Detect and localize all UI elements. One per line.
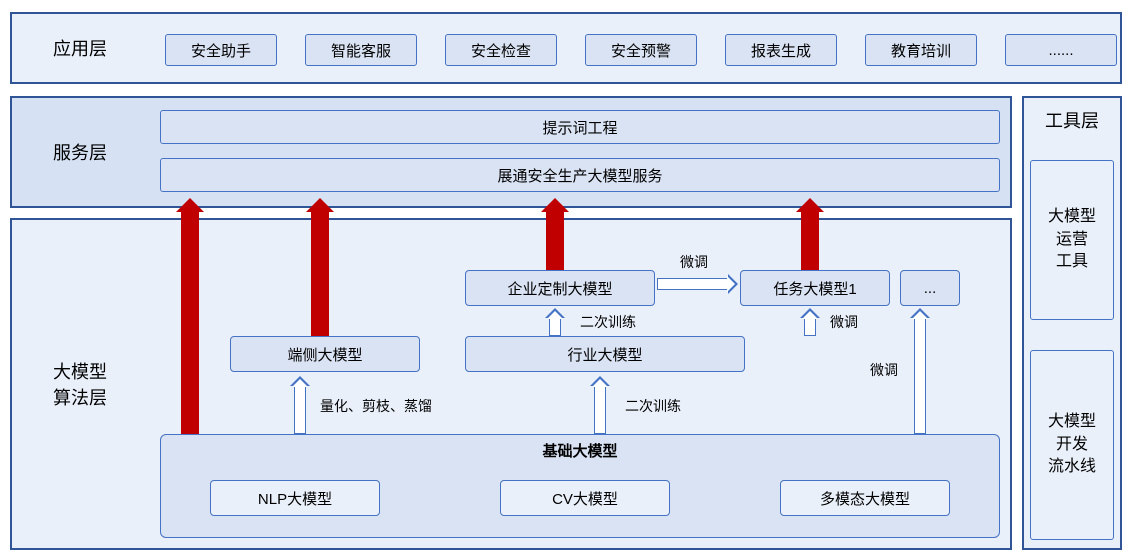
algo-box-enterprise: 企业定制大模型 (465, 270, 655, 306)
tool-box: 大模型 开发 流水线 (1030, 350, 1114, 540)
red-arrow (796, 198, 824, 270)
app-pill: ...... (1005, 34, 1117, 66)
edge-label: 二次训练 (625, 396, 681, 416)
app-pill: 安全助手 (165, 34, 277, 66)
algo-box-industry: 行业大模型 (465, 336, 745, 372)
layer-label-algorithm: 大模型 算法层 (30, 218, 130, 550)
hollow-arrow-up (910, 308, 930, 434)
hollow-arrow-up (290, 376, 310, 434)
app-pill: 智能客服 (305, 34, 417, 66)
service-bar: 提示词工程 (160, 110, 1000, 144)
service-bar: 展通安全生产大模型服务 (160, 158, 1000, 192)
foundation-sub: NLP大模型 (210, 480, 380, 516)
edge-label: 微调 (680, 252, 708, 272)
app-pill: 教育培训 (865, 34, 977, 66)
algo-box-edge_model: 端侧大模型 (230, 336, 420, 372)
app-pill: 安全预警 (585, 34, 697, 66)
layer-label-application: 应用层 (30, 12, 130, 84)
red-arrow (176, 198, 204, 434)
edge-label: 微调 (870, 360, 898, 380)
hollow-arrow-up (800, 308, 820, 336)
tool-box: 大模型 运营 工具 (1030, 160, 1114, 320)
edge-label: 量化、剪枝、蒸馏 (320, 396, 432, 416)
edge-label: 二次训练 (580, 312, 636, 332)
hollow-arrow-up (545, 308, 565, 336)
algo-box-task1: 任务大模型1 (740, 270, 890, 306)
edge-label: 微调 (830, 312, 858, 332)
app-pill: 报表生成 (725, 34, 837, 66)
red-arrow (306, 198, 334, 336)
layer-label-tool: 工具层 (1022, 100, 1122, 140)
foundation-sub: 多模态大模型 (780, 480, 950, 516)
hollow-arrow-up (590, 376, 610, 434)
algo-box-task_more: ... (900, 270, 960, 306)
layer-label-service: 服务层 (30, 96, 130, 208)
foundation-title: 基础大模型 (160, 440, 1000, 461)
red-arrow (541, 198, 569, 270)
foundation-sub: CV大模型 (500, 480, 670, 516)
hollow-arrow-right (657, 274, 738, 294)
app-pill: 安全检查 (445, 34, 557, 66)
